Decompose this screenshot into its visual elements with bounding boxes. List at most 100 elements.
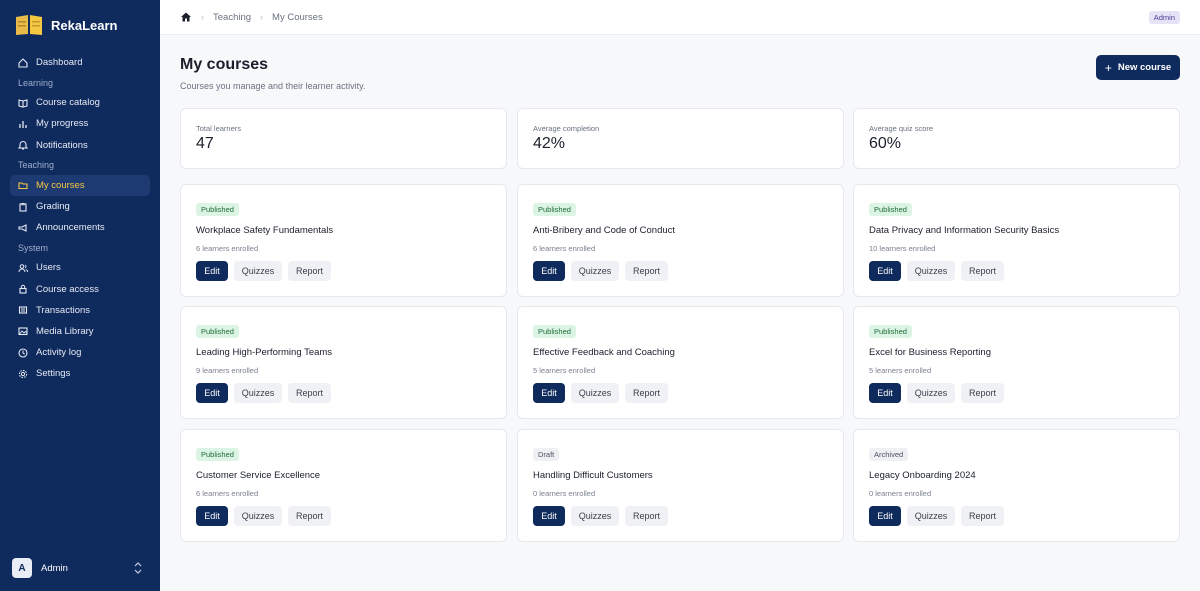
report-button[interactable]: Report [288, 506, 331, 526]
report-button[interactable]: Report [625, 261, 668, 281]
sidebar-item-dashboard[interactable]: Dashboard [10, 52, 150, 73]
course-title: Leading High-Performing Teams [196, 347, 333, 358]
report-button[interactable]: Report [288, 383, 331, 403]
quizzes-button[interactable]: Quizzes [571, 261, 619, 281]
sidebar-item-course-catalog[interactable]: Course catalog [10, 92, 150, 113]
course-title: Customer Service Excellence [196, 470, 321, 481]
sidebar-item-grading[interactable]: Grading [10, 196, 150, 217]
course-card: Archived Legacy Onboarding 2024 0 learners… [853, 429, 1180, 542]
enrollment-count: 5 learners enrolled [533, 366, 596, 375]
quizzes-button[interactable]: Quizzes [234, 383, 282, 403]
sidebar-item-label: Users [36, 262, 61, 274]
sidebar-item-notifications[interactable]: Notifications [10, 135, 150, 156]
edit-button[interactable]: Edit [533, 506, 565, 526]
sidebar-item-label: Announcements [36, 222, 105, 234]
edit-button[interactable]: Edit [196, 261, 228, 281]
report-button[interactable]: Report [961, 383, 1004, 403]
sidebar-item-label: My progress [36, 118, 89, 130]
brand-name: RekaLearn [51, 17, 118, 33]
status-badge: Published [869, 325, 912, 338]
status-badge: Published [196, 203, 239, 216]
status-badge: Published [533, 325, 576, 338]
report-button[interactable]: Report [625, 383, 668, 403]
users-icon [18, 263, 28, 273]
quizzes-button[interactable]: Quizzes [571, 383, 619, 403]
course-title: Handling Difficult Customers [533, 470, 653, 481]
edit-button[interactable]: Edit [533, 383, 565, 403]
sidebar-item-label: Transactions [36, 304, 91, 316]
status-badge: Published [196, 325, 239, 338]
sidebar-item-transactions[interactable]: Transactions [10, 300, 150, 321]
sidebar-item-label: Notifications [36, 139, 88, 151]
stat-card-average-quiz-score: Average quiz score 60% [853, 108, 1180, 169]
course-card: Published Effective Feedback and Coaching… [517, 306, 844, 419]
sidebar-item-activity-log[interactable]: Activity log [10, 342, 150, 363]
new-course-button[interactable]: + New course [1096, 55, 1180, 80]
sidebar-item-my-courses[interactable]: My courses [10, 174, 150, 196]
sidebar-item-label: Media Library [36, 325, 94, 337]
home-icon [18, 57, 28, 68]
plus-icon: + [1104, 60, 1112, 75]
enrollment-count: 9 learners enrolled [196, 366, 259, 375]
bar-chart-icon [18, 119, 28, 129]
course-title: Data Privacy and Information Security Ba… [869, 225, 1060, 236]
course-title: Excel for Business Reporting [869, 347, 991, 358]
stat-value: 42% [533, 135, 566, 152]
stat-label: Total learners [196, 124, 242, 133]
edit-button[interactable]: Edit [869, 261, 901, 281]
sidebar-item-course-access[interactable]: Course access [10, 279, 150, 300]
gear-icon [18, 369, 28, 379]
quizzes-button[interactable]: Quizzes [234, 261, 282, 281]
megaphone-icon [18, 223, 28, 233]
nav-section-system: System [18, 242, 49, 253]
course-title: Anti-Bribery and Code of Conduct [533, 225, 676, 236]
status-badge: Draft [533, 448, 560, 461]
course-title: Workplace Safety Fundamentals [196, 225, 334, 236]
sidebar-item-label: Settings [36, 368, 71, 380]
course-title: Effective Feedback and Coaching [533, 347, 675, 358]
quizzes-button[interactable]: Quizzes [571, 506, 619, 526]
stat-value: 60% [869, 135, 902, 152]
quizzes-button[interactable]: Quizzes [234, 506, 282, 526]
sidebar-item-announcements[interactable]: Announcements [10, 217, 150, 238]
clipboard-icon [18, 202, 28, 212]
edit-button[interactable]: Edit [196, 383, 228, 403]
topbar: › Teaching › My Courses Admin [160, 0, 1200, 35]
report-button[interactable]: Report [961, 261, 1004, 281]
stat-card-total-learners: Total learners 47 [180, 108, 507, 169]
sidebar-item-settings[interactable]: Settings [10, 363, 150, 384]
breadcrumb-teaching[interactable]: Teaching [213, 11, 252, 23]
quizzes-button[interactable]: Quizzes [907, 261, 955, 281]
receipt-icon [18, 305, 28, 315]
clock-icon [18, 348, 28, 358]
folder-icon [18, 180, 28, 190]
book-logo-icon [16, 15, 42, 35]
edit-button[interactable]: Edit [533, 261, 565, 281]
quizzes-button[interactable]: Quizzes [907, 383, 955, 403]
sidebar: RekaLearn Dashboard Learning Course catalo… [0, 0, 160, 591]
report-button[interactable]: Report [961, 506, 1004, 526]
report-button[interactable]: Report [288, 261, 331, 281]
course-card: Published Anti-Bribery and Code of Conduc… [517, 184, 844, 297]
enrollment-count: 10 learners enrolled [869, 244, 936, 253]
sidebar-item-media-library[interactable]: Media Library [10, 321, 150, 342]
status-badge: Published [533, 203, 576, 216]
quizzes-button[interactable]: Quizzes [907, 506, 955, 526]
breadcrumb-separator: › [201, 12, 204, 22]
avatar: A [12, 558, 32, 578]
edit-button[interactable]: Edit [869, 506, 901, 526]
report-button[interactable]: Report [625, 506, 668, 526]
sidebar-item-label: Course catalog [36, 97, 100, 109]
edit-button[interactable]: Edit [196, 506, 228, 526]
stat-label: Average quiz score [869, 124, 934, 133]
edit-button[interactable]: Edit [869, 383, 901, 403]
sidebar-item-users[interactable]: Users [10, 257, 150, 278]
enrollment-count: 6 learners enrolled [533, 244, 596, 253]
user-menu[interactable]: A Admin [0, 545, 160, 591]
course-card: Published Data Privacy and Information Se… [853, 184, 1180, 297]
home-icon[interactable] [180, 11, 192, 23]
sidebar-item-my-progress[interactable]: My progress [10, 113, 150, 134]
role-badge: Admin [1148, 11, 1180, 24]
sidebar-item-label: Grading [36, 201, 70, 213]
brand[interactable]: RekaLearn [0, 0, 160, 50]
